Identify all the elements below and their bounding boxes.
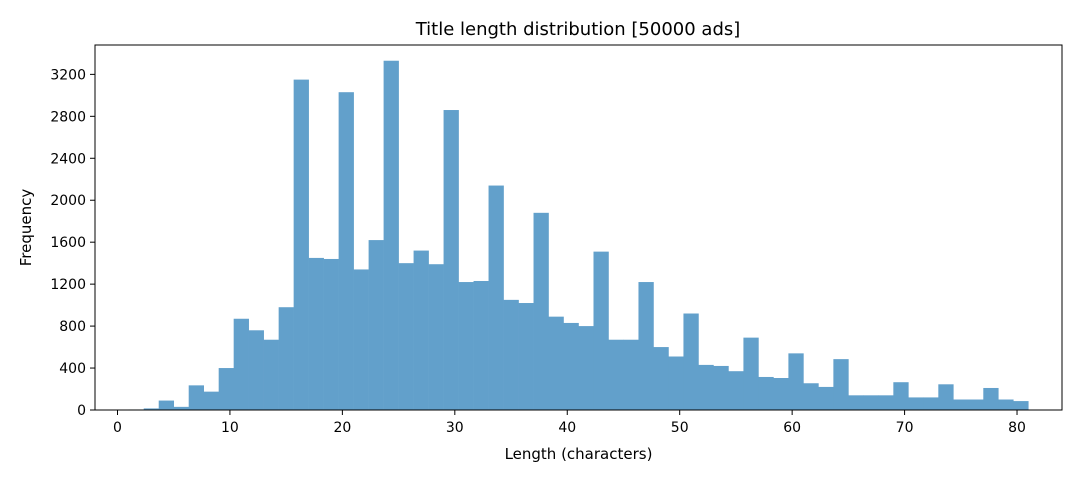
- histogram-bar: [533, 212, 549, 410]
- histogram-bar: [563, 322, 579, 410]
- y-axis-ticks: 0 400 800 1200 1600 2000 2400 2800 3200: [50, 67, 95, 419]
- histogram-bar: [353, 269, 369, 410]
- histogram-bar: [833, 359, 849, 410]
- y-tick-label: 1200: [50, 277, 86, 293]
- y-tick-label: 400: [59, 361, 86, 377]
- plot-frame: [94, 44, 1063, 411]
- histogram-bar: [473, 280, 489, 410]
- histogram-bar: [758, 376, 774, 410]
- x-tick-label: 50: [671, 420, 689, 436]
- y-tick-label: 2000: [50, 193, 86, 209]
- histogram-bar: [293, 79, 309, 411]
- histogram-bar: [173, 406, 190, 410]
- histogram-bar: [953, 399, 969, 410]
- histogram-bar: [233, 318, 249, 410]
- histogram-bar: [968, 399, 984, 410]
- histogram-bar: [518, 303, 534, 410]
- histogram-bar: [878, 395, 894, 410]
- y-tick-label: 800: [59, 319, 86, 335]
- y-tick-label: 0: [77, 403, 86, 419]
- histogram-bar: [803, 383, 819, 410]
- histogram-bar: [143, 408, 160, 410]
- y-axis-label: Frequency: [17, 189, 35, 267]
- histogram-bar: [893, 382, 909, 410]
- histogram-bar: [398, 263, 414, 410]
- histogram-bar: [743, 337, 759, 410]
- x-axis-label: Length (characters): [505, 445, 653, 463]
- x-tick-label: 70: [896, 420, 914, 436]
- x-tick-label: 10: [221, 420, 239, 436]
- histogram-bar: [323, 258, 339, 410]
- y-tick-label: 2400: [50, 151, 86, 167]
- histogram-bar: [608, 339, 624, 410]
- histogram-bar: [908, 397, 924, 410]
- histogram-bar: [548, 316, 564, 410]
- x-axis-ticks: 0 10 20 30 40 50 60 70 80: [113, 410, 1026, 436]
- histogram-bar: [593, 251, 609, 410]
- histogram-bar: [458, 282, 474, 410]
- histogram-bar: [623, 339, 639, 410]
- x-tick-label: 20: [333, 420, 351, 436]
- histogram-bar: [998, 399, 1014, 410]
- histogram-bar: [263, 339, 279, 410]
- histogram-bar: [368, 240, 384, 410]
- histogram-bar: [653, 347, 669, 410]
- histogram-bar: [923, 397, 939, 410]
- histogram-bar: [488, 185, 504, 410]
- histogram-bar: [713, 365, 729, 410]
- histogram-bar: [848, 395, 864, 410]
- x-tick-label: 30: [446, 420, 464, 436]
- histogram-bar: [863, 395, 879, 410]
- histogram-bar: [248, 330, 264, 410]
- histogram-bar: [638, 282, 654, 410]
- histogram-bar: [428, 264, 444, 410]
- histogram-bar: [188, 385, 204, 410]
- histogram-bar: [683, 313, 699, 410]
- histogram-bars: [128, 60, 1029, 411]
- histogram-bar: [503, 299, 519, 410]
- x-tick-label: 80: [1008, 420, 1026, 436]
- y-tick-label: 3200: [50, 67, 86, 83]
- histogram-bar: [338, 92, 354, 410]
- histogram-bar: [383, 60, 399, 410]
- x-tick-label: 60: [783, 420, 801, 436]
- histogram-bar: [938, 384, 954, 410]
- y-tick-label: 2800: [50, 109, 86, 125]
- x-tick-label: 40: [558, 420, 576, 436]
- x-tick-label: 0: [113, 420, 122, 436]
- histogram-bar: [443, 110, 459, 410]
- chart-title: Title length distribution [50000 ads]: [415, 19, 741, 40]
- histogram-bar: [1013, 401, 1029, 410]
- histogram-bar: [668, 356, 684, 410]
- histogram-bar: [308, 257, 324, 410]
- histogram-bar: [983, 387, 999, 410]
- histogram-bar: [818, 386, 834, 410]
- histogram-bar: [728, 371, 744, 410]
- histogram-bar: [218, 368, 234, 410]
- histogram-bar: [158, 400, 175, 410]
- histogram-bar: [203, 391, 219, 410]
- histogram-bar: [698, 364, 714, 410]
- histogram-bar: [788, 353, 804, 410]
- histogram-bar: [413, 250, 429, 410]
- histogram-bar: [773, 378, 789, 410]
- y-tick-label: 1600: [50, 235, 86, 251]
- histogram-bar: [578, 326, 594, 410]
- histogram-bar: [278, 307, 294, 410]
